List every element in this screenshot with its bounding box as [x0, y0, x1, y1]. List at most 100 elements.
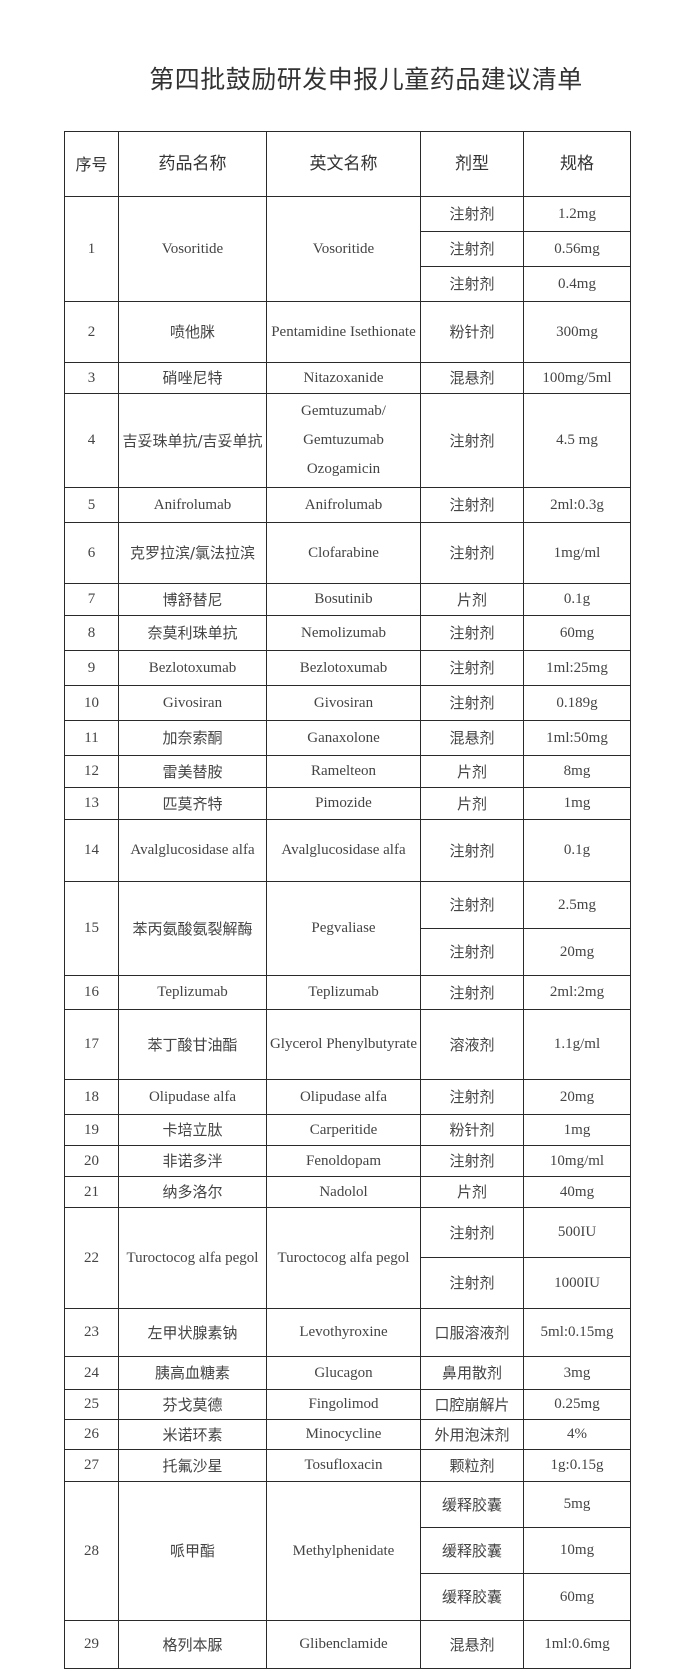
row-number: 16	[64, 975, 119, 1010]
specification: 1ml:50mg	[523, 720, 631, 756]
dosage-form: 口服溶液剂	[420, 1308, 524, 1357]
specification: 1mg	[523, 1114, 631, 1146]
drug-cn-name: 奈莫利珠单抗	[118, 615, 267, 651]
table-row: 8 奈莫利珠单抗 Nemolizumab 注射剂 60mg	[64, 615, 631, 651]
specification: 60mg	[523, 1573, 631, 1621]
table-row: 4 吉妥珠单抗/吉妥单抗 Gemtuzumab/ Gemtuzumab Ozogam…	[64, 393, 631, 488]
dosage-form: 注射剂	[420, 487, 524, 523]
specification: 5ml:0.15mg	[523, 1308, 631, 1357]
row-number: 18	[64, 1079, 119, 1115]
specification: 100mg/5ml	[523, 362, 631, 394]
drug-en-name: Givosiran	[266, 685, 421, 721]
table-row: 29 格列本脲 Glibenclamide 混悬剂 1ml:0.6mg	[64, 1620, 631, 1669]
drug-en-name: Pegvaliase	[266, 881, 421, 976]
specification: 1mg/ml	[523, 522, 631, 584]
specification: 1ml:0.6mg	[523, 1620, 631, 1669]
specification: 8mg	[523, 755, 631, 788]
specification: 0.25mg	[523, 1389, 631, 1420]
drug-cn-name: 喷他脒	[118, 301, 267, 363]
header-spec: 规格	[523, 131, 631, 197]
dosage-form: 注射剂	[420, 615, 524, 651]
drug-en-name: Pimozide	[266, 787, 421, 820]
drug-cn-name: Olipudase alfa	[118, 1079, 267, 1115]
dosage-form: 注射剂	[420, 881, 524, 929]
table-row: 10 Givosiran Givosiran 注射剂 0.189g	[64, 685, 631, 721]
drug-en-name: Minocycline	[266, 1419, 421, 1450]
row-number: 22	[64, 1207, 119, 1309]
dosage-form: 口腔崩解片	[420, 1389, 524, 1420]
drug-cn-name: 卡培立肽	[118, 1114, 267, 1146]
dosage-form: 片剂	[420, 787, 524, 820]
row-number: 23	[64, 1308, 119, 1357]
row-number: 9	[64, 650, 119, 686]
row-number: 28	[64, 1481, 119, 1621]
specification: 1ml:25mg	[523, 650, 631, 686]
table-row: 9 Bezlotoxumab Bezlotoxumab 注射剂 1ml:25mg	[64, 650, 631, 686]
drug-en-name: Ganaxolone	[266, 720, 421, 756]
drug-cn-name: 吉妥珠单抗/吉妥单抗	[118, 393, 267, 488]
row-number: 10	[64, 685, 119, 721]
table-row: 19 卡培立肽 Carperitide 粉针剂 1mg	[64, 1114, 631, 1146]
drug-en-name: Bosutinib	[266, 583, 421, 616]
drug-cn-name: 硝唑尼特	[118, 362, 267, 394]
table-row: 注射剂 0.4mg	[65, 266, 631, 302]
dosage-form: 混悬剂	[420, 720, 524, 756]
specification: 4.5 mg	[523, 393, 631, 488]
table-row: 18 Olipudase alfa Olipudase alfa 注射剂 20mg	[64, 1079, 631, 1115]
row-number: 13	[64, 787, 119, 820]
table-row: 注射剂 1000IU	[65, 1257, 631, 1309]
dosage-form: 注射剂	[420, 1145, 524, 1177]
dosage-form: 溶液剂	[420, 1009, 524, 1080]
specification: 300mg	[523, 301, 631, 363]
drug-cn-name: Turoctocog alfa pegol	[118, 1207, 267, 1309]
row-number: 17	[64, 1009, 119, 1080]
dosage-form: 注射剂	[420, 819, 524, 882]
dosage-form: 缓释胶囊	[420, 1573, 524, 1621]
dosage-form: 缓释胶囊	[420, 1527, 524, 1574]
drug-en-name: Vosoritide	[266, 196, 421, 302]
dosage-form: 颗粒剂	[420, 1449, 524, 1482]
table-row: 24 胰高血糖素 Glucagon 鼻用散剂 3mg	[64, 1356, 631, 1390]
drug-en-name: Fingolimod	[266, 1389, 421, 1420]
row-number: 25	[64, 1389, 119, 1420]
dosage-form: 鼻用散剂	[420, 1356, 524, 1390]
drug-cn-name: 苯丁酸甘油酯	[118, 1009, 267, 1080]
table-row: 缓释胶囊 10mg	[65, 1527, 631, 1574]
drug-cn-name: Givosiran	[118, 685, 267, 721]
drug-en-name: Ramelteon	[266, 755, 421, 788]
table-row: 12 雷美替胺 Ramelteon 片剂 8mg	[64, 755, 631, 788]
row-number: 4	[64, 393, 119, 488]
specification: 40mg	[523, 1176, 631, 1208]
drug-cn-name: Avalglucosidase alfa	[118, 819, 267, 882]
table-row: 7 博舒替尼 Bosutinib 片剂 0.1g	[64, 583, 631, 616]
table-row: 1 Vosoritide Vosoritide 注射剂 1.2mg	[64, 196, 631, 302]
dosage-form: 外用泡沫剂	[420, 1419, 524, 1450]
drug-cn-name: 胰高血糖素	[118, 1356, 267, 1390]
dosage-form: 注射剂	[420, 685, 524, 721]
specification: 1000IU	[523, 1257, 631, 1309]
table-row: 2 喷他脒 Pentamidine Isethionate 粉针剂 300mg	[64, 301, 631, 363]
drug-en-name: Tosufloxacin	[266, 1449, 421, 1482]
specification: 500IU	[523, 1207, 631, 1258]
drug-list-table: 序号 药品名称 英文名称 剂型 规格 1 Vosoritide Vosoritide…	[64, 131, 631, 1669]
dosage-form: 注射剂	[420, 1207, 524, 1258]
drug-en-name: Clofarabine	[266, 522, 421, 584]
row-number: 2	[64, 301, 119, 363]
table-row: 5 Anifrolumab Anifrolumab 注射剂 2ml:0.3g	[64, 487, 631, 523]
row-number: 6	[64, 522, 119, 584]
header-form: 剂型	[420, 131, 524, 197]
drug-cn-name: Vosoritide	[118, 196, 267, 302]
specification: 1g:0.15g	[523, 1449, 631, 1482]
specification: 10mg	[523, 1527, 631, 1574]
drug-cn-name: 博舒替尼	[118, 583, 267, 616]
drug-en-name: Teplizumab	[266, 975, 421, 1010]
row-number: 19	[64, 1114, 119, 1146]
table-header-row: 序号 药品名称 英文名称 剂型 规格	[64, 131, 631, 197]
table-row: 16 Teplizumab Teplizumab 注射剂 2ml:2mg	[64, 975, 631, 1010]
specification: 60mg	[523, 615, 631, 651]
specification: 1.1g/ml	[523, 1009, 631, 1080]
specification: 0.4mg	[523, 266, 631, 302]
drug-cn-name: 左甲状腺素钠	[118, 1308, 267, 1357]
dosage-form: 粉针剂	[420, 301, 524, 363]
row-number: 24	[64, 1356, 119, 1390]
